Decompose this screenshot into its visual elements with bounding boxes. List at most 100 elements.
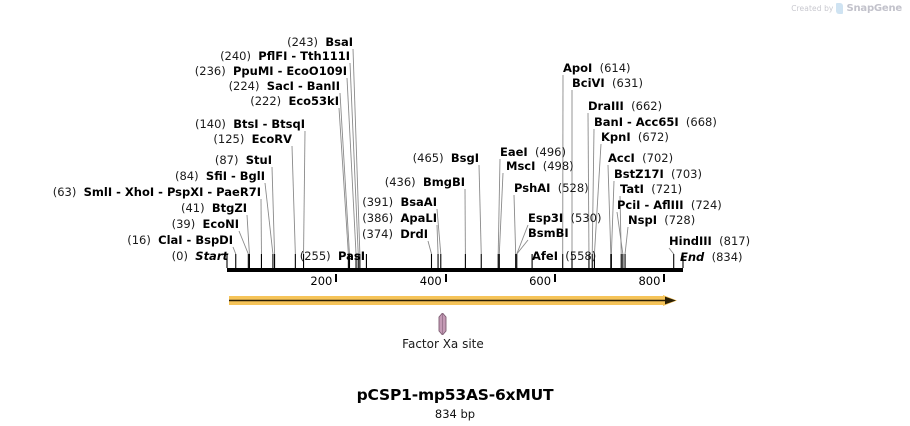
enzyme-position: (465) [412, 151, 451, 165]
enzyme-label[interactable]: (374) DrdI [362, 228, 428, 241]
enzyme-name: Esp3I [528, 211, 564, 225]
enzyme-label[interactable]: (0) Start [172, 250, 228, 263]
enzyme-name: DrdI [400, 227, 428, 241]
enzyme-label[interactable]: (41) BtgZI [181, 202, 247, 215]
enzyme-name: StuI [245, 153, 272, 167]
leader-line [338, 107, 349, 255]
enzyme-position: (236) [194, 64, 233, 78]
enzyme-name: BspDI [195, 233, 233, 247]
leader-line [246, 214, 250, 255]
enzyme-label[interactable]: AccI (702) [608, 152, 673, 165]
enzyme-position: (125) [213, 132, 252, 146]
enzyme-name: BglI [239, 169, 265, 183]
enzyme-position: (672) [630, 130, 669, 144]
enzyme-label[interactable]: (63) SmlI - XhoI - PspXI - PaeR7I [53, 186, 261, 199]
watermark-brand: SnapGene [846, 3, 902, 14]
name-separator: - [227, 169, 240, 183]
enzyme-label[interactable]: (125) EcoRV [213, 133, 292, 146]
sequence-backbone [227, 268, 683, 272]
factor-xa-site-marker[interactable] [438, 313, 447, 335]
factor-xa-site-label: Factor Xa site [402, 337, 484, 351]
enzyme-label[interactable]: (87) StuI [215, 154, 272, 167]
enzyme-name: ApaLI [400, 211, 438, 225]
enzyme-name: EcoRV [251, 132, 292, 146]
enzyme-position: (255) [299, 249, 338, 263]
enzyme-label[interactable]: BstZ17I (703) [614, 168, 702, 181]
enzyme-label[interactable]: NspI (728) [628, 214, 695, 227]
enzyme-name: PciI [617, 198, 641, 212]
name-separator: - [258, 117, 272, 131]
enzyme-name: BtsqI [271, 117, 305, 131]
leader-line [478, 164, 482, 255]
enzyme-name: BmgBI [422, 175, 465, 189]
enzyme-name: EaeI [500, 145, 528, 159]
axis-tick-label: 200 [310, 274, 333, 288]
leader-line [616, 211, 624, 255]
enzyme-name: PflFI [258, 49, 288, 63]
enzyme-position: (240) [220, 49, 259, 63]
enzyme-position: (530) [563, 211, 602, 225]
enzyme-name: BtgZI [211, 201, 247, 215]
enzyme-label[interactable]: TatI (721) [620, 183, 682, 196]
axis-tick-label: 400 [419, 274, 442, 288]
enzyme-name: ApoI [563, 61, 593, 75]
feature-arrow[interactable] [227, 294, 679, 307]
enzyme-label[interactable]: (236) PpuMI - EcoO109I [195, 65, 347, 78]
enzyme-position: (668) [678, 115, 717, 129]
enzyme-label[interactable]: AfeI (558) [532, 250, 596, 263]
enzyme-position: (386) [362, 211, 401, 225]
enzyme-label[interactable]: PciI - AflIII (724) [617, 199, 722, 212]
enzyme-position: (728) [656, 213, 696, 227]
axis-tick [554, 274, 557, 282]
enzyme-label[interactable]: (240) PflFI - Tth111I [220, 50, 350, 63]
enzyme-label[interactable]: BciVI (631) [572, 77, 643, 90]
enzyme-label[interactable]: (16) ClaI - BspDI [127, 234, 233, 247]
enzyme-label[interactable]: HindIII (817) [669, 235, 750, 248]
axis-tick [444, 274, 447, 282]
enzyme-name: AfeI [532, 249, 558, 263]
leader-line [610, 180, 615, 255]
leader-line [427, 240, 432, 255]
enzyme-label[interactable]: DraIII (662) [588, 100, 662, 113]
enzyme-label[interactable]: (222) Eco53kI [250, 95, 339, 108]
enzyme-label[interactable]: PshAI (528) [514, 182, 589, 195]
enzyme-label[interactable]: (436) BmgBI [385, 176, 465, 189]
enzyme-label[interactable]: (386) ApaLI [362, 212, 437, 225]
enzyme-label[interactable]: (39) EcoNI [172, 218, 239, 231]
enzyme-label[interactable]: BsmBI [528, 227, 569, 240]
leader-line [513, 194, 517, 255]
enzyme-position: (39) [171, 217, 203, 231]
enzyme-name: NspI [628, 213, 657, 227]
enzyme-name: BtsI [233, 117, 259, 131]
enzyme-label[interactable]: (243) BsaI [287, 36, 353, 49]
name-separator: - [287, 49, 301, 63]
enzyme-name: Start [195, 249, 228, 263]
enzyme-label[interactable]: KpnI (672) [601, 131, 669, 144]
enzyme-label[interactable]: (391) BsaAI [362, 196, 437, 209]
leader-line [264, 182, 274, 255]
enzyme-label[interactable]: BanI - Acc65I (668) [594, 116, 717, 129]
enzyme-name: BstZ17I [614, 167, 664, 181]
enzyme-position: (721) [643, 182, 683, 196]
enzyme-label[interactable]: Esp3I (530) [528, 212, 601, 225]
enzyme-label[interactable]: (84) SfiI - BglI [175, 170, 265, 183]
enzyme-name: BanII [306, 79, 340, 93]
enzyme-label[interactable]: End (834) [680, 251, 743, 264]
enzyme-label[interactable]: MscI (498) [506, 160, 574, 173]
enzyme-label[interactable]: (140) BtsI - BtsqI [195, 118, 305, 131]
enzyme-label[interactable]: (255) PasI [300, 250, 365, 263]
leader-line [607, 164, 612, 255]
enzyme-label[interactable]: (224) SacI - BanII [229, 80, 340, 93]
enzyme-label[interactable]: ApoI (614) [563, 62, 631, 75]
enzyme-position: (224) [228, 79, 267, 93]
enzyme-position: (222) [250, 94, 289, 108]
enzyme-position: (703) [663, 167, 702, 181]
enzyme-label[interactable]: EaeI (496) [500, 146, 566, 159]
enzyme-label[interactable]: (465) BsgI [413, 152, 479, 165]
leader-line [516, 239, 529, 255]
snapgene-logo-icon [836, 3, 844, 14]
leader-line [352, 48, 361, 255]
enzyme-name: PshAI [514, 181, 551, 195]
leader-line [271, 166, 276, 255]
enzyme-name: MscI [506, 159, 536, 173]
